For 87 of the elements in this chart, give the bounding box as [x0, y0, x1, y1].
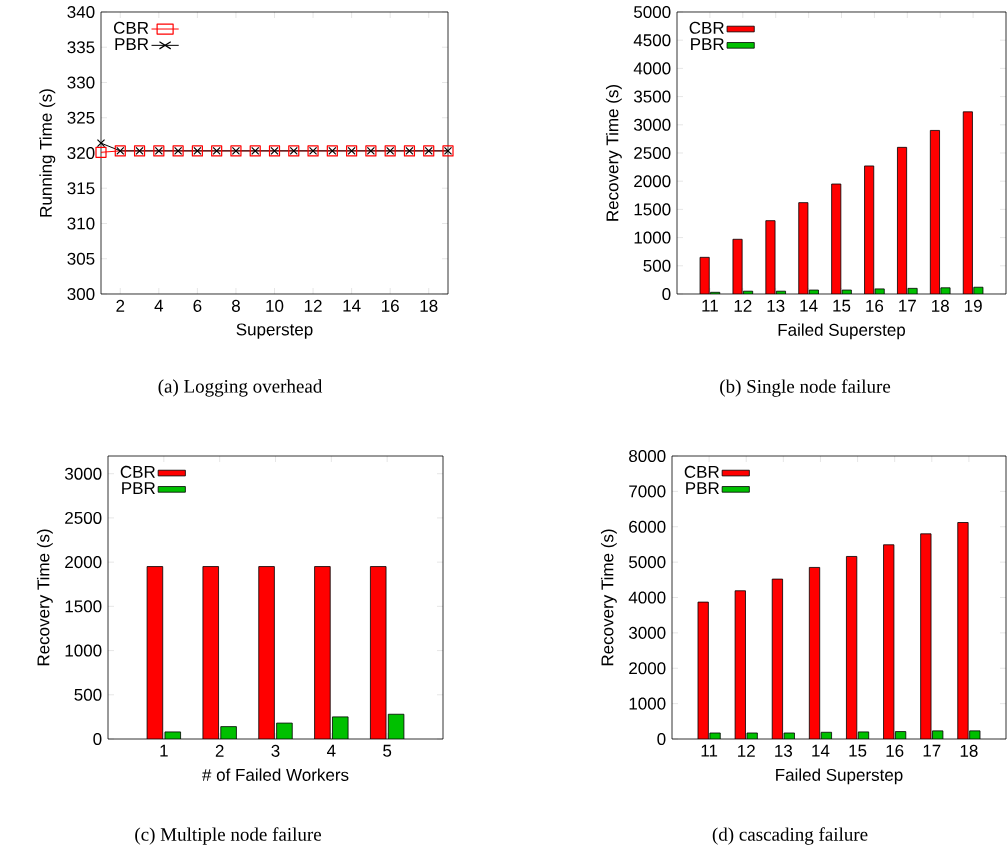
y-tick-label: 2000	[629, 662, 666, 675]
legend-label: PBR	[115, 38, 149, 50]
y-tick-label: 500	[643, 259, 671, 272]
y-tick-label: 305	[67, 252, 95, 265]
x-axis-title: Failed Superstep	[776, 768, 903, 785]
y-tick-label: 4000	[633, 62, 671, 75]
text: (c) Multiple node failure	[135, 827, 322, 845]
y-tick-label: 4000	[628, 591, 666, 604]
y-tick-label: 340	[67, 5, 95, 19]
x-tick-label: 16	[886, 744, 904, 757]
y-tick-label: 500	[74, 688, 102, 701]
y-tick-label: 0	[93, 732, 102, 746]
x-tick-label: 4	[327, 744, 336, 757]
x-tick-label: 19	[964, 299, 982, 312]
y-tick-label: 315	[67, 182, 95, 195]
y-axis-title: Recovery Time (s)	[600, 529, 617, 666]
y-tick-label: 3000	[633, 118, 671, 131]
x-tick-label: 17	[923, 744, 941, 757]
legend-label: CBR	[120, 465, 155, 478]
y-tick-label: 2500	[65, 511, 102, 524]
y-tick-label: 2000	[634, 175, 671, 188]
x-tick-label: 11	[701, 744, 718, 757]
x-tick-label: 10	[266, 299, 284, 312]
y-tick-label: 330	[67, 76, 95, 89]
x-tick-label: 12	[304, 299, 322, 312]
x-tick-label: 1	[160, 744, 168, 757]
x-tick-label: 17	[899, 299, 916, 312]
x-tick-label: 12	[738, 744, 755, 757]
text: (d) cascading failure	[712, 827, 868, 845]
x-tick-label: 2	[116, 299, 125, 312]
y-tick-label: 1500	[634, 203, 671, 216]
x-tick-label: 16	[866, 299, 884, 312]
x-tick-label: 13	[775, 744, 793, 757]
y-tick-label: 3000	[628, 626, 666, 639]
x-tick-label: 4	[154, 299, 164, 312]
y-tick-label: 325	[67, 111, 95, 124]
y-tick-label: 1000	[629, 697, 666, 710]
x-axis-title: Superstep	[236, 323, 313, 339]
y-tick-label: 5000	[634, 5, 671, 19]
y-tick-label: 8000	[629, 449, 666, 463]
x-tick-label: 8	[231, 299, 240, 312]
x-tick-label: 6	[193, 299, 202, 312]
y-tick-label: 3500	[633, 90, 671, 103]
y-tick-label: 6000	[629, 520, 666, 533]
legend-label: PBR	[122, 482, 155, 494]
y-axis-title: Running Time (s)	[39, 89, 56, 217]
y-tick-label: 7000	[629, 485, 666, 498]
x-tick-label: 13	[767, 299, 785, 312]
legend-label: CBR	[684, 465, 719, 478]
x-tick-label: 14	[343, 299, 361, 312]
x-tick-label: 18	[420, 299, 438, 312]
y-tick-label: 5000	[629, 556, 666, 569]
y-tick-label: 300	[67, 287, 95, 301]
x-tick-label: 12	[734, 299, 752, 312]
y-axis-title: Recovery Time (s)	[36, 529, 53, 666]
x-tick-label: 16	[382, 299, 399, 312]
x-axis-title: Failed Superstep	[778, 323, 906, 340]
y-tick-label: 2000	[65, 556, 102, 569]
y-tick-label: 310	[67, 217, 95, 230]
x-tick-label: 14	[812, 744, 830, 757]
x-tick-label: 15	[833, 299, 851, 312]
x-tick-label: 15	[849, 744, 867, 757]
text: (a) Logging overhead	[158, 379, 323, 397]
y-tick-label: 320	[67, 146, 95, 160]
text: (b) Single node failure	[720, 379, 891, 397]
legend-label: PBR	[691, 38, 724, 50]
legend-label: CBR	[113, 21, 149, 34]
legend-label: CBR	[689, 21, 724, 34]
x-tick-label: 5	[383, 744, 392, 757]
y-tick-label: 2500	[634, 146, 671, 160]
legend-label: PBR	[686, 482, 719, 494]
y-tick-label: 1000	[65, 644, 102, 657]
y-tick-label: 335	[67, 41, 95, 54]
x-axis-title: # of Failed Workers	[202, 768, 349, 781]
y-tick-label: 0	[662, 287, 671, 301]
y-tick-label: 0	[657, 732, 666, 746]
x-tick-label: 14	[800, 299, 818, 312]
x-tick-label: 2	[215, 744, 224, 757]
y-tick-label: 4500	[633, 34, 671, 47]
y-tick-label: 1000	[634, 231, 671, 244]
x-tick-label: 18	[960, 744, 978, 757]
y-tick-label: 3000	[64, 467, 102, 480]
x-tick-label: 18	[932, 299, 949, 312]
x-tick-label: 11	[702, 299, 718, 312]
y-tick-label: 1500	[65, 600, 102, 613]
x-tick-label: 3	[271, 744, 280, 757]
y-axis-title: Recovery Time (s)	[605, 84, 622, 221]
